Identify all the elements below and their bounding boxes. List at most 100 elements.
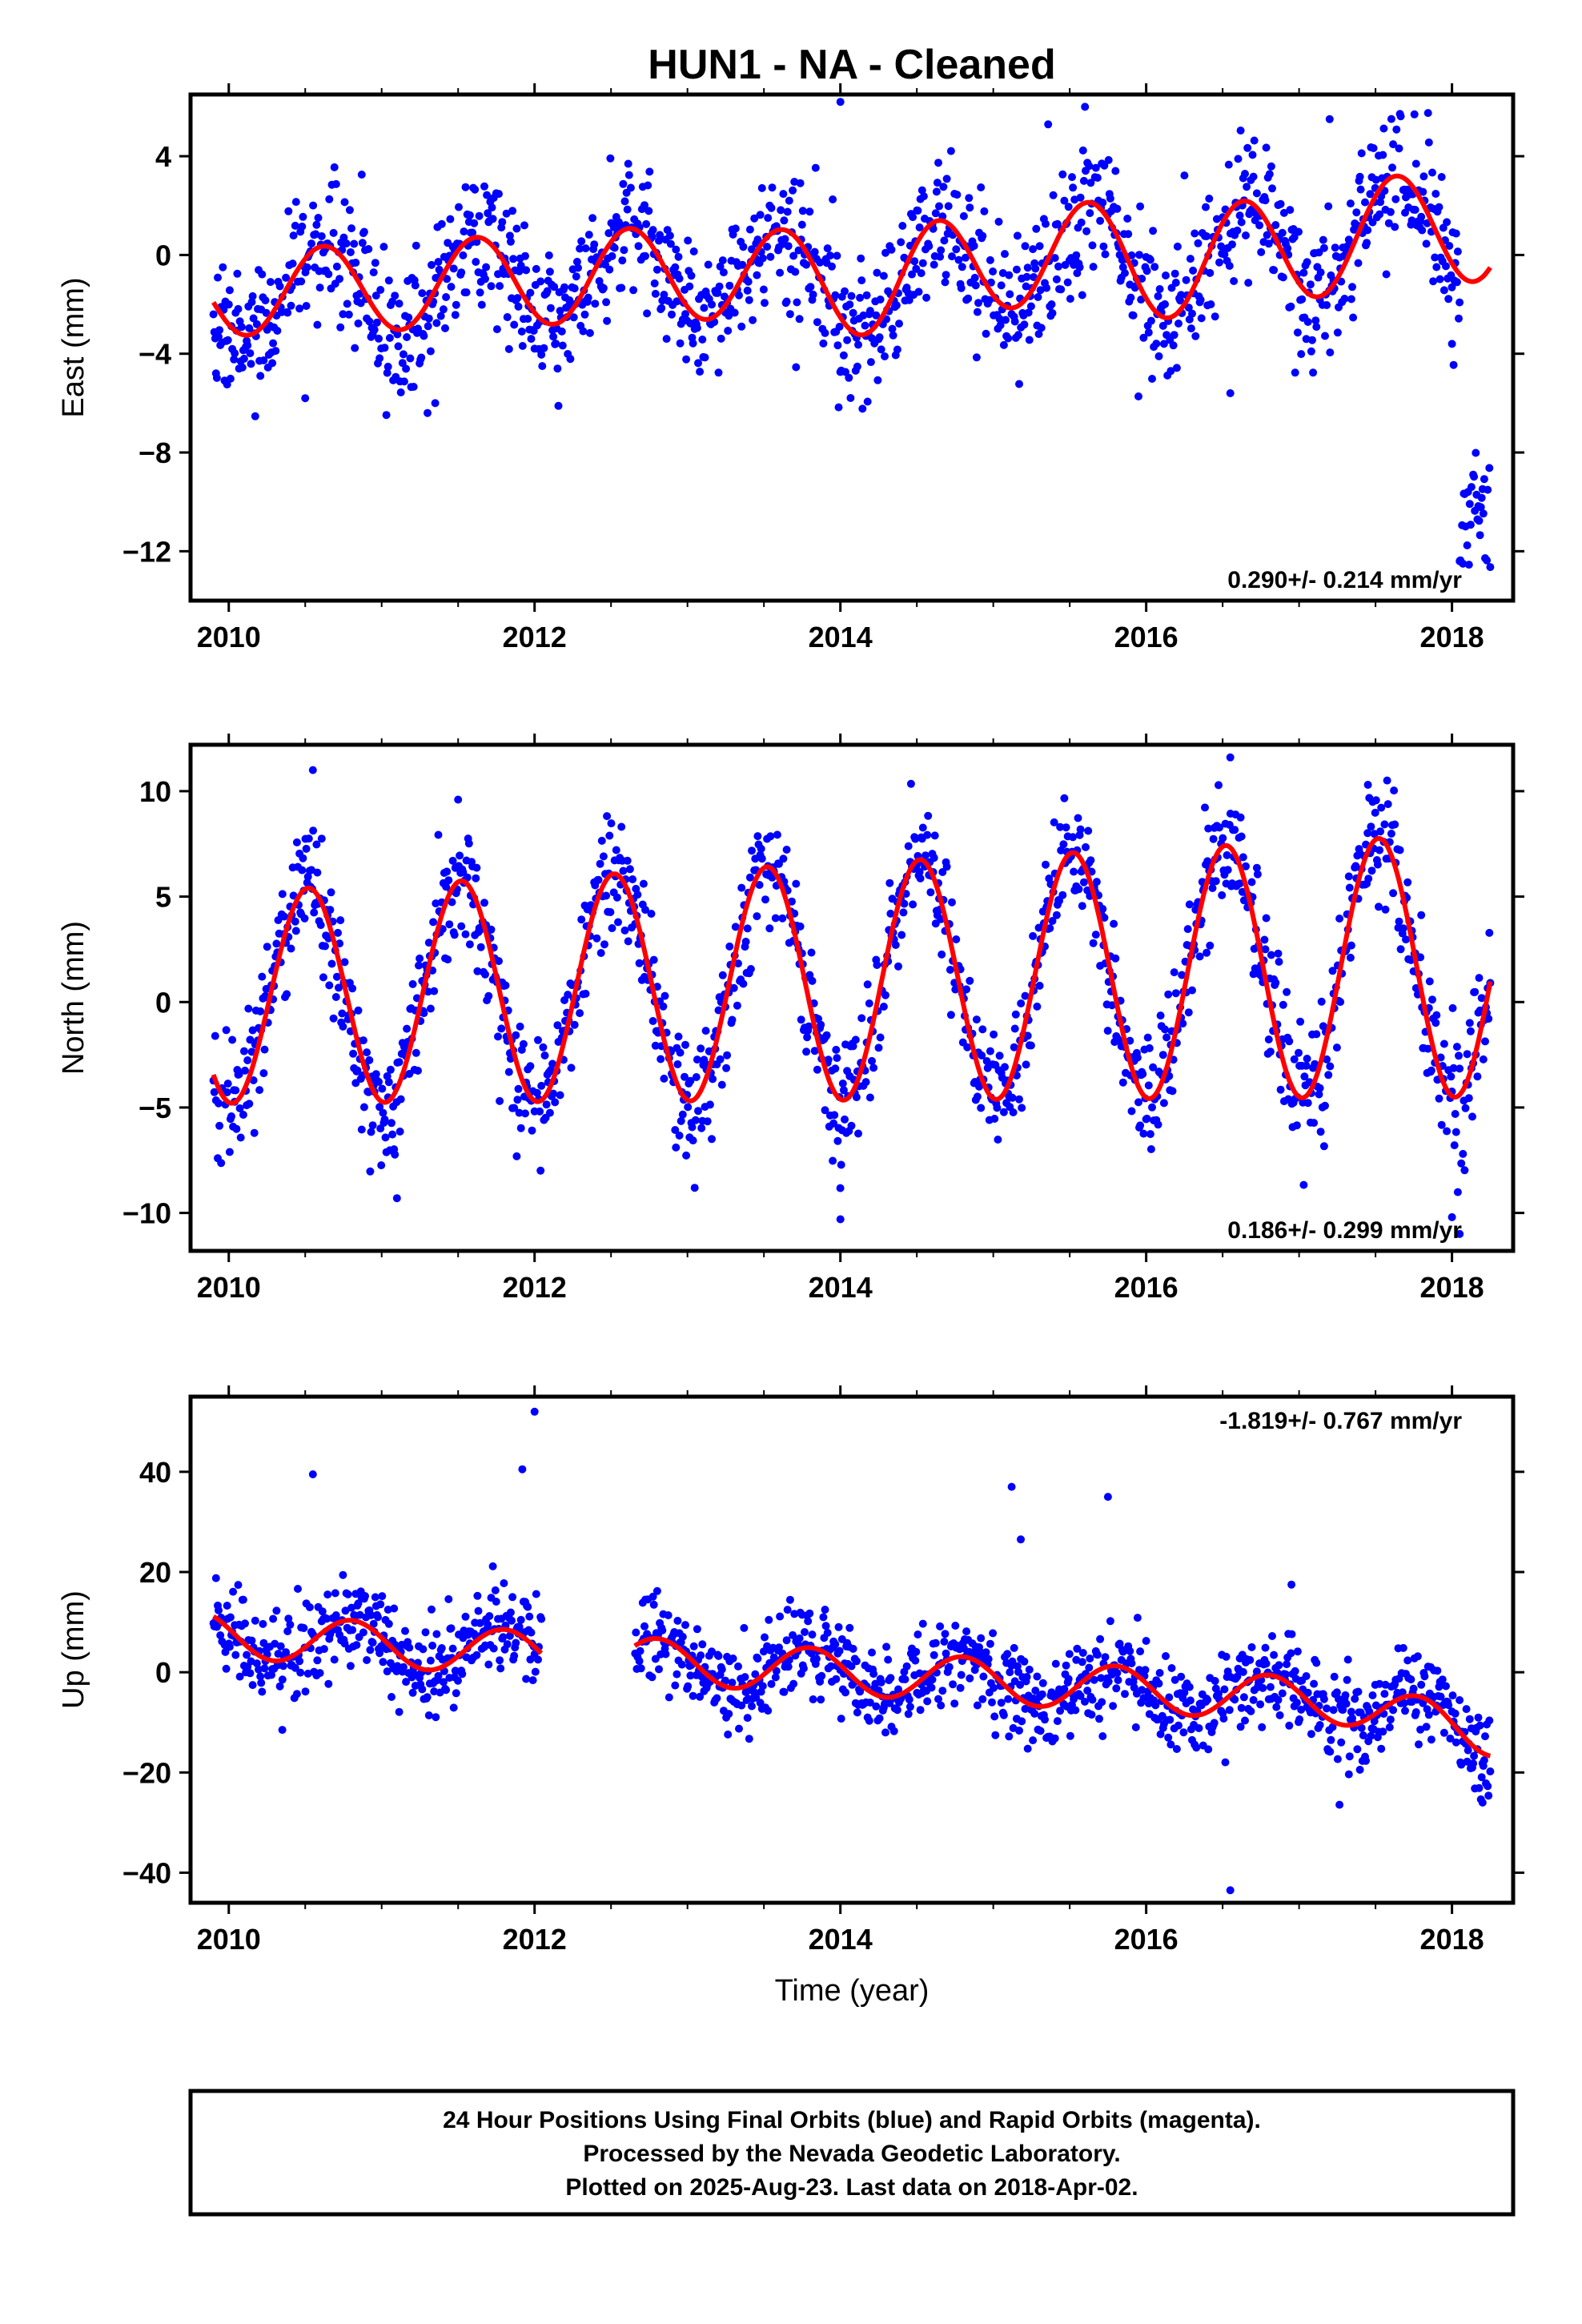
east-data-point — [1295, 227, 1303, 236]
north-outlier-point — [308, 766, 317, 774]
east-data-point — [1196, 296, 1205, 304]
north-data-point — [661, 991, 669, 1000]
up-data-point — [1339, 1706, 1347, 1715]
up-data-point — [1469, 1759, 1478, 1767]
north-data-point — [617, 822, 626, 831]
up-data-point — [444, 1594, 453, 1603]
east-data-point — [460, 227, 468, 236]
east-data-point — [1191, 332, 1200, 340]
north-data-point — [378, 1084, 387, 1093]
east-data-point — [461, 183, 470, 191]
up-data-point — [775, 1643, 783, 1652]
east-data-point — [1312, 323, 1321, 332]
up-data-point — [831, 1640, 840, 1649]
up-data-point — [1112, 1684, 1121, 1693]
east-data-point — [964, 294, 973, 303]
up-data-point — [371, 1593, 379, 1602]
north-data-point — [472, 863, 481, 872]
east-data-point — [494, 270, 502, 279]
east-data-point — [1476, 531, 1484, 540]
east-data-point — [1076, 193, 1085, 202]
up-data-point — [1090, 1675, 1098, 1684]
up-data-point — [741, 1673, 749, 1682]
north-data-point — [420, 1009, 428, 1018]
north-data-point — [556, 1091, 564, 1100]
north-data-point — [1479, 1055, 1488, 1063]
up-data-point — [532, 1590, 540, 1598]
north-data-point — [1168, 1087, 1177, 1096]
east-data-point — [1307, 347, 1315, 356]
north-data-point — [1344, 872, 1353, 881]
up-data-point — [999, 1711, 1008, 1719]
east-data-point — [974, 299, 982, 308]
north-data-point — [310, 908, 319, 917]
up-data-point — [1241, 1716, 1249, 1725]
north-data-point — [899, 908, 908, 917]
north-data-point — [292, 838, 301, 846]
north-data-point — [1204, 824, 1213, 833]
north-data-point — [734, 959, 742, 968]
north-data-point — [497, 1024, 506, 1033]
up-data-point — [1056, 1707, 1065, 1715]
up-data-point — [1297, 1705, 1306, 1714]
up-data-point — [1330, 1672, 1339, 1681]
north-data-point — [457, 922, 466, 931]
up-data-point — [1121, 1690, 1129, 1699]
north-data-point — [496, 1096, 504, 1105]
north-data-point — [1367, 822, 1375, 831]
east-data-point — [785, 196, 793, 205]
north-data-point — [594, 875, 603, 884]
east-data-point — [970, 273, 979, 282]
north-data-point — [1078, 902, 1086, 911]
east-data-point — [411, 281, 420, 290]
north-data-point — [278, 890, 287, 899]
north-data-point — [693, 1055, 701, 1064]
east-y-tick-label: −4 — [139, 338, 171, 371]
north-data-point — [1209, 834, 1218, 843]
up-data-point — [1427, 1735, 1435, 1744]
east-data-point — [1324, 202, 1333, 211]
north-data-point — [542, 1100, 551, 1109]
east-data-point — [1466, 521, 1475, 529]
east-data-point — [404, 313, 413, 322]
up-data-point — [973, 1701, 982, 1710]
up-data-point — [982, 1648, 990, 1657]
east-data-point — [1248, 151, 1257, 159]
up-data-point — [745, 1735, 753, 1743]
east-data-point — [1063, 278, 1072, 287]
east-data-point — [540, 344, 548, 352]
footer-line-1: 24 Hour Positions Using Final Orbits (bl… — [443, 2107, 1261, 2133]
north-data-point — [298, 866, 307, 875]
up-data-point — [886, 1674, 895, 1683]
up-data-point — [957, 1671, 966, 1679]
east-data-point — [409, 383, 418, 391]
east-data-point — [1388, 163, 1396, 172]
east-data-point — [893, 345, 901, 354]
north-data-point — [918, 823, 927, 832]
east-data-point — [309, 201, 318, 210]
north-data-point — [1143, 1033, 1152, 1042]
up-data-point — [1252, 1667, 1261, 1676]
up-data-point — [902, 1662, 911, 1671]
east-data-point — [1169, 341, 1178, 350]
east-outlier-point — [836, 98, 845, 107]
north-data-point — [464, 839, 473, 848]
north-data-point — [861, 1078, 870, 1087]
east-data-point — [1058, 170, 1067, 179]
north-data-point — [456, 851, 464, 860]
east-data-point — [375, 354, 384, 363]
up-data-point — [1186, 1696, 1195, 1705]
east-data-point — [942, 271, 950, 279]
east-data-point — [549, 332, 558, 341]
up-data-point — [853, 1708, 861, 1717]
north-data-point — [377, 1161, 386, 1170]
east-data-point — [1060, 196, 1069, 205]
east-data-point — [1194, 239, 1203, 247]
east-data-point — [606, 154, 615, 163]
east-data-point — [313, 320, 322, 329]
north-data-point — [379, 1108, 387, 1117]
east-data-point — [599, 283, 608, 292]
east-data-point — [1249, 172, 1258, 181]
east-data-point — [442, 293, 451, 301]
north-data-point — [1170, 968, 1178, 977]
